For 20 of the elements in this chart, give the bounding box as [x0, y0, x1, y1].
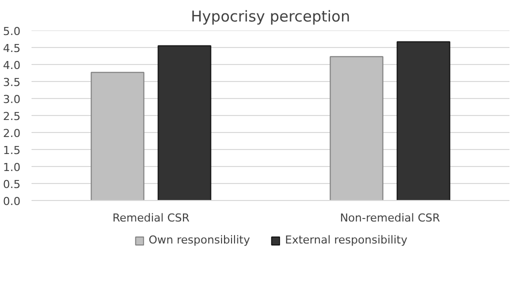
bar	[90, 72, 144, 200]
bar	[158, 45, 212, 200]
chart-title: Hypocrisy perception	[190, 8, 350, 26]
y-tick-label: 3.0	[3, 93, 21, 106]
y-tick-label: 4.5	[3, 42, 21, 55]
y-tick-label: 5.0	[3, 25, 21, 38]
legend-label: External responsibility	[285, 234, 408, 246]
x-tick-label: Remedial CSR	[112, 212, 190, 224]
y-tick-label: 1.5	[3, 144, 21, 157]
y-tick-label: 0.0	[3, 195, 21, 208]
y-tick-label: 2.0	[3, 127, 21, 140]
y-tick-label: 4.0	[3, 59, 21, 72]
bar	[396, 41, 450, 200]
y-tick-label: 3.5	[3, 76, 21, 89]
bar	[330, 56, 384, 200]
x-tick-label: Non-remedial CSR	[340, 212, 440, 224]
y-tick-label: 1.0	[3, 161, 21, 174]
y-tick-label: 0.5	[3, 178, 21, 191]
legend-label: Own responsibility	[148, 234, 250, 246]
y-tick-label: 2.5	[3, 110, 21, 123]
